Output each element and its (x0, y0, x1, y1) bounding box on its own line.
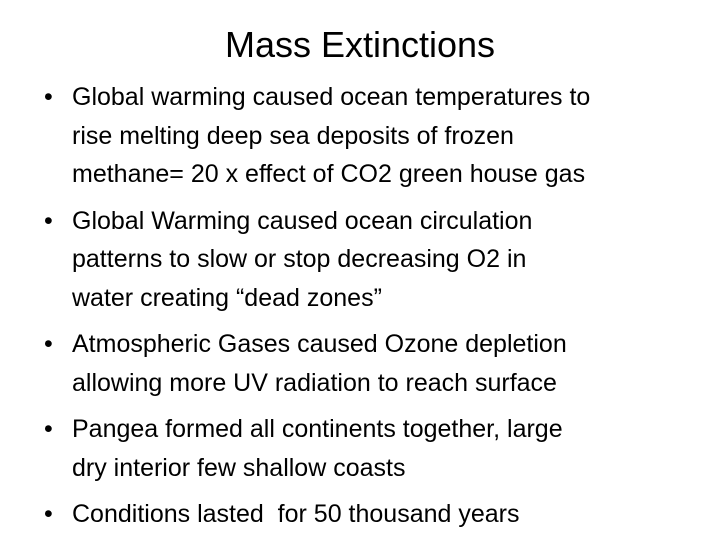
bullet-marker: • (44, 415, 53, 443)
bullet-text: allowing more UV radiation to reach surf… (72, 368, 557, 397)
bullet-text: water creating “dead zones” (72, 283, 382, 312)
bullet-text: Global warming caused ocean temperatures… (72, 83, 591, 111)
bullet-text: dry interior few shallow coasts (72, 453, 406, 482)
bullet-marker: • (44, 330, 53, 358)
bullet-text: rise melting deep sea deposits of frozen (72, 121, 514, 150)
bullet-text: methane= 20 x effect of CO2 green house … (72, 160, 586, 188)
bullet-marker: • (44, 83, 53, 111)
bullet-text: Pangea formed all continents together, l… (72, 415, 563, 443)
slide-title: Mass Extinctions (224, 24, 496, 65)
bullet-text: patterns to slow or stop decreasing O2 i… (72, 245, 527, 273)
bullet-marker: • (44, 206, 53, 235)
bullet-text: Conditions lasted for 50 thousand years (72, 500, 520, 528)
bullet-text: Atmospheric Gases caused Ozone depletion (72, 330, 567, 358)
bullet-text: Global Warming caused ocean circulation (72, 206, 533, 235)
bullet-marker: • (44, 500, 53, 528)
